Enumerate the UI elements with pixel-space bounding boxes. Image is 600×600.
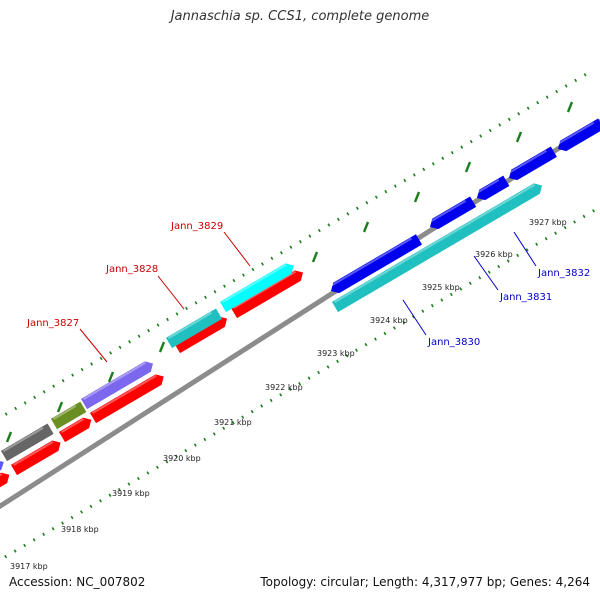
gene-body (509, 146, 557, 181)
gene-highlight (333, 183, 536, 303)
kbp-label: 3925 kbp (422, 283, 460, 292)
major-tick (107, 371, 115, 383)
gene-features (0, 118, 600, 498)
inner-dotted-track (4, 205, 600, 559)
gene-highlight (60, 418, 85, 433)
gene-body (230, 270, 304, 319)
gene-arrow (10, 440, 61, 476)
leader-line (223, 231, 251, 267)
gene-arrow (0, 460, 4, 475)
gene-arrow (0, 472, 10, 498)
major-tick (362, 221, 370, 233)
major-tick (5, 431, 13, 443)
gene-highlight (556, 121, 595, 145)
gene-highlight (167, 311, 213, 339)
gene-body (58, 417, 92, 443)
gene-arrow (331, 183, 543, 313)
gene-arrow (0, 423, 54, 462)
gene-highlight (82, 361, 147, 400)
gene-highlight (91, 374, 157, 414)
gene-highlight (12, 440, 54, 466)
kbp-label: 3917 kbp (10, 562, 48, 571)
major-tick (566, 101, 574, 113)
gene-arrow (428, 196, 477, 230)
gene-arrow (58, 417, 92, 443)
tick-marks (5, 101, 574, 443)
major-tick (413, 191, 421, 203)
leader-line (79, 328, 108, 363)
gene-label-jann_3832: Jann_3832 (537, 268, 590, 279)
gene-body (430, 196, 477, 230)
gene-arrow (507, 146, 557, 181)
gene-body (173, 316, 228, 354)
gene-body (331, 234, 423, 294)
gene-arrow (165, 308, 223, 349)
kbp-label: 3924 kbp (370, 316, 408, 325)
leader-line (473, 255, 499, 291)
gene-body (558, 118, 600, 152)
kbp-scale-labels: 3917 kbp 3918 kbp 3919 kbp 3920 kbp 3921 kbp… (10, 218, 567, 571)
gene-highlight (221, 263, 287, 303)
kbp-label: 3926 kbp (475, 250, 513, 259)
gene-arrow (89, 374, 164, 424)
gene-arrow (230, 270, 304, 319)
gene-label-jann_3829: Jann_3829 (170, 221, 223, 232)
gene-body (89, 374, 164, 424)
leader-line (513, 231, 537, 267)
gene-arrow (219, 263, 294, 313)
gene-highlight (2, 426, 44, 452)
kbp-label: 3922 kbp (265, 383, 303, 392)
gene-highlight (329, 237, 413, 287)
gene-arrow (556, 118, 600, 152)
gene-body (477, 175, 510, 201)
gene-highlight (232, 270, 297, 309)
gene-highlight (52, 405, 77, 420)
map-title: Jannaschia sp. CCS1, complete genome (170, 9, 430, 24)
gene-body (0, 423, 54, 462)
gene-body (80, 361, 154, 410)
accession-label: Accession: NC_007802 (9, 575, 146, 589)
gene-arrow (50, 401, 87, 430)
major-tick (56, 401, 64, 413)
gene-label-jann_3830: Jann_3830 (427, 337, 480, 348)
major-tick (158, 341, 166, 353)
gene-body (0, 472, 10, 498)
gene-body (331, 183, 543, 313)
leader-line (157, 275, 185, 310)
kbp-label: 3927 kbp (529, 218, 567, 227)
gene-label-jann_3828: Jann_3828 (105, 264, 158, 275)
gene-highlight (428, 199, 467, 223)
outer-dotted-track (0, 70, 591, 420)
gene-arrow (80, 361, 154, 410)
gene-arrow (475, 175, 510, 201)
gene-label-jann_3831: Jann_3831 (499, 292, 552, 303)
gene-body (10, 440, 61, 476)
topology-label: Topology: circular; Length: 4,317,977 bp… (260, 575, 590, 589)
gene-highlight (475, 179, 500, 194)
gene-body (0, 460, 4, 475)
gene-labels: Jann_3827 Jann_3828 Jann_3829 Jann_3830 Jann… (26, 221, 590, 363)
kbp-label: 3919 kbp (112, 489, 150, 498)
major-tick (464, 161, 472, 173)
gene-arrow (329, 234, 423, 294)
major-tick (515, 131, 523, 143)
kbp-label: 3918 kbp (61, 525, 99, 534)
major-tick (311, 251, 319, 263)
gene-body (50, 401, 87, 430)
kbp-label: 3921 kbp (214, 418, 252, 427)
gene-body (219, 263, 294, 313)
gene-label-jann_3827: Jann_3827 (26, 318, 79, 329)
gene-highlight (507, 149, 547, 174)
gene-body (165, 308, 223, 349)
leader-line (402, 299, 427, 336)
kbp-label: 3923 kbp (317, 349, 355, 358)
kbp-label: 3920 kbp (163, 454, 201, 463)
